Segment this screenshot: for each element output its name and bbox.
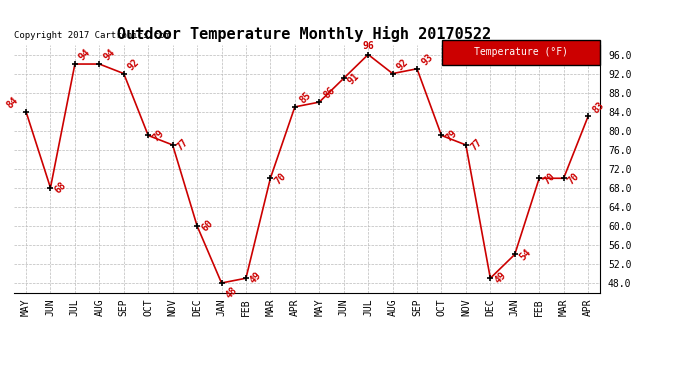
Text: 92: 92: [126, 57, 141, 72]
Text: 70: 70: [542, 171, 557, 186]
Text: 70: 70: [566, 171, 582, 186]
Text: 94: 94: [102, 47, 117, 63]
Text: 96: 96: [362, 41, 374, 51]
Text: 85: 85: [297, 90, 313, 105]
Text: Outdoor Temperature Monthly High 20170522: Outdoor Temperature Monthly High 2017052…: [117, 26, 491, 42]
Text: 79: 79: [444, 128, 460, 143]
FancyBboxPatch shape: [442, 40, 600, 65]
Text: 49: 49: [493, 270, 508, 286]
Text: 93: 93: [420, 52, 435, 68]
Text: 92: 92: [395, 57, 411, 72]
Text: 84: 84: [5, 95, 20, 110]
Text: 70: 70: [273, 171, 288, 186]
Text: 91: 91: [346, 70, 362, 86]
Text: Copyright 2017 Cartronics.com: Copyright 2017 Cartronics.com: [14, 31, 170, 40]
Text: 60: 60: [199, 218, 215, 234]
Text: 54: 54: [518, 247, 533, 262]
Text: 68: 68: [53, 180, 68, 195]
Text: 77: 77: [469, 137, 484, 153]
Text: 77: 77: [175, 137, 190, 153]
Text: 94: 94: [77, 47, 92, 63]
Text: 79: 79: [150, 128, 166, 143]
Text: 86: 86: [322, 85, 337, 101]
Text: 49: 49: [248, 270, 264, 286]
Text: 83: 83: [591, 100, 606, 115]
Text: 48: 48: [224, 285, 239, 301]
Text: Temperature (°F): Temperature (°F): [474, 47, 568, 57]
